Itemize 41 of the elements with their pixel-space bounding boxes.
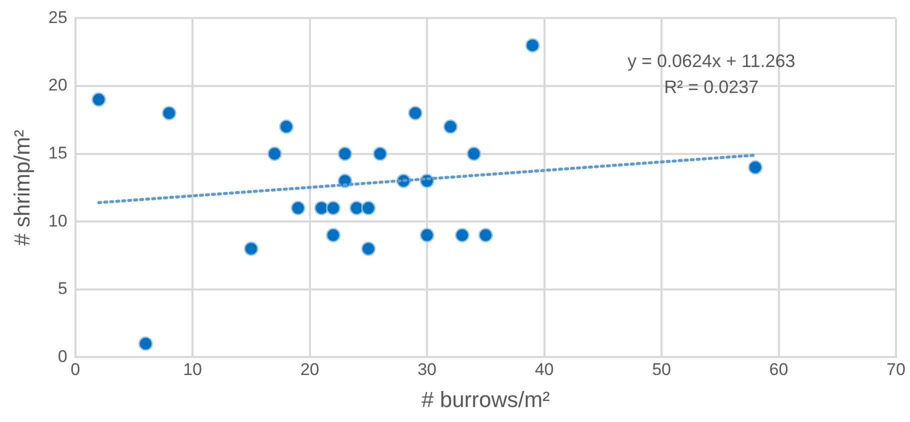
y-tick-label: 25 — [48, 8, 68, 27]
y-tick-label: 10 — [48, 211, 68, 230]
point — [314, 200, 329, 216]
point — [326, 200, 340, 216]
point — [92, 92, 106, 107]
y-tick-label: 5 — [58, 279, 68, 298]
point — [361, 200, 376, 216]
x-tick-label: 70 — [886, 360, 906, 380]
x-tick-label: 20 — [300, 360, 320, 380]
x-axis-title: # burrows/m² — [421, 386, 550, 412]
point — [267, 146, 282, 162]
y-tick-label: 15 — [48, 143, 68, 162]
point — [443, 119, 458, 134]
point — [349, 200, 364, 216]
point — [408, 106, 423, 120]
point — [138, 336, 153, 351]
annotation: y = 0.0624x + 11.263 — [627, 51, 796, 72]
y-axis-title: # shrimp/m² — [9, 130, 34, 246]
x-tick-label: 10 — [183, 360, 202, 380]
annotation: R² = 0.0237 — [664, 77, 759, 98]
point — [466, 146, 482, 162]
point — [361, 241, 376, 256]
point — [525, 38, 540, 53]
point — [372, 146, 388, 162]
point — [290, 200, 306, 216]
point — [454, 228, 470, 242]
point — [338, 146, 352, 162]
x-tick-label: 50 — [652, 360, 671, 380]
point — [279, 119, 294, 134]
x-tick-label: 30 — [418, 360, 436, 380]
point — [326, 228, 340, 242]
x-tick-label: 0 — [70, 360, 80, 380]
point — [244, 241, 258, 256]
point — [420, 228, 434, 242]
y-tick-label: 0 — [58, 346, 68, 366]
point — [478, 228, 493, 242]
point — [162, 106, 176, 120]
y-tick-label: 20 — [48, 76, 68, 95]
point — [748, 160, 763, 175]
x-tick-label: 40 — [534, 360, 554, 380]
x-tick-label: 60 — [769, 360, 788, 380]
